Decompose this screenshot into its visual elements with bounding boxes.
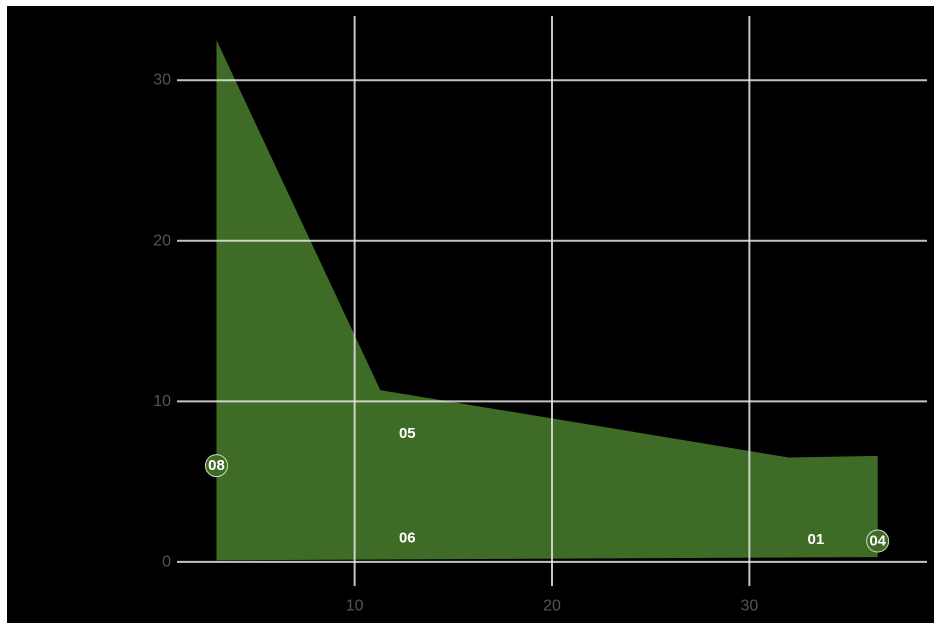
y-tick-label: 30: [153, 72, 171, 89]
y-tick-label: 20: [153, 232, 171, 249]
area-chart: 0 10 20 30 10 20 30 08 05 06 01 04: [7, 6, 934, 623]
point-marker-08: [204, 454, 228, 478]
point-label-05: 05: [399, 425, 416, 442]
point-label-01: 01: [807, 531, 824, 548]
x-tick-label: 10: [346, 598, 364, 615]
x-tick-label: 30: [740, 598, 758, 615]
area-series: [216, 40, 878, 561]
tick-label-layer: 0 10 20 30 10 20 30: [153, 72, 758, 615]
point-label-06: 06: [399, 529, 416, 546]
point-marker-04: [866, 529, 890, 553]
point-label-04: 04: [869, 533, 886, 550]
x-tick-label: 20: [543, 598, 561, 615]
grid-layer: [177, 16, 927, 586]
area-layer: [216, 40, 878, 561]
y-tick-label: 10: [153, 393, 171, 410]
chart-frame: 0 10 20 30 10 20 30 08 05 06 01 04: [7, 6, 934, 623]
y-tick-label: 0: [162, 553, 171, 570]
point-label-08: 08: [208, 457, 225, 474]
point-layer: 08 05 06 01 04: [204, 425, 890, 553]
